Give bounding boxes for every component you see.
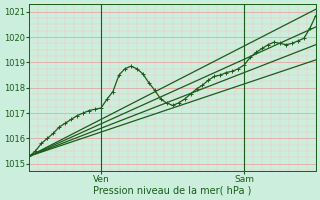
X-axis label: Pression niveau de la mer( hPa ): Pression niveau de la mer( hPa ): [93, 186, 252, 196]
